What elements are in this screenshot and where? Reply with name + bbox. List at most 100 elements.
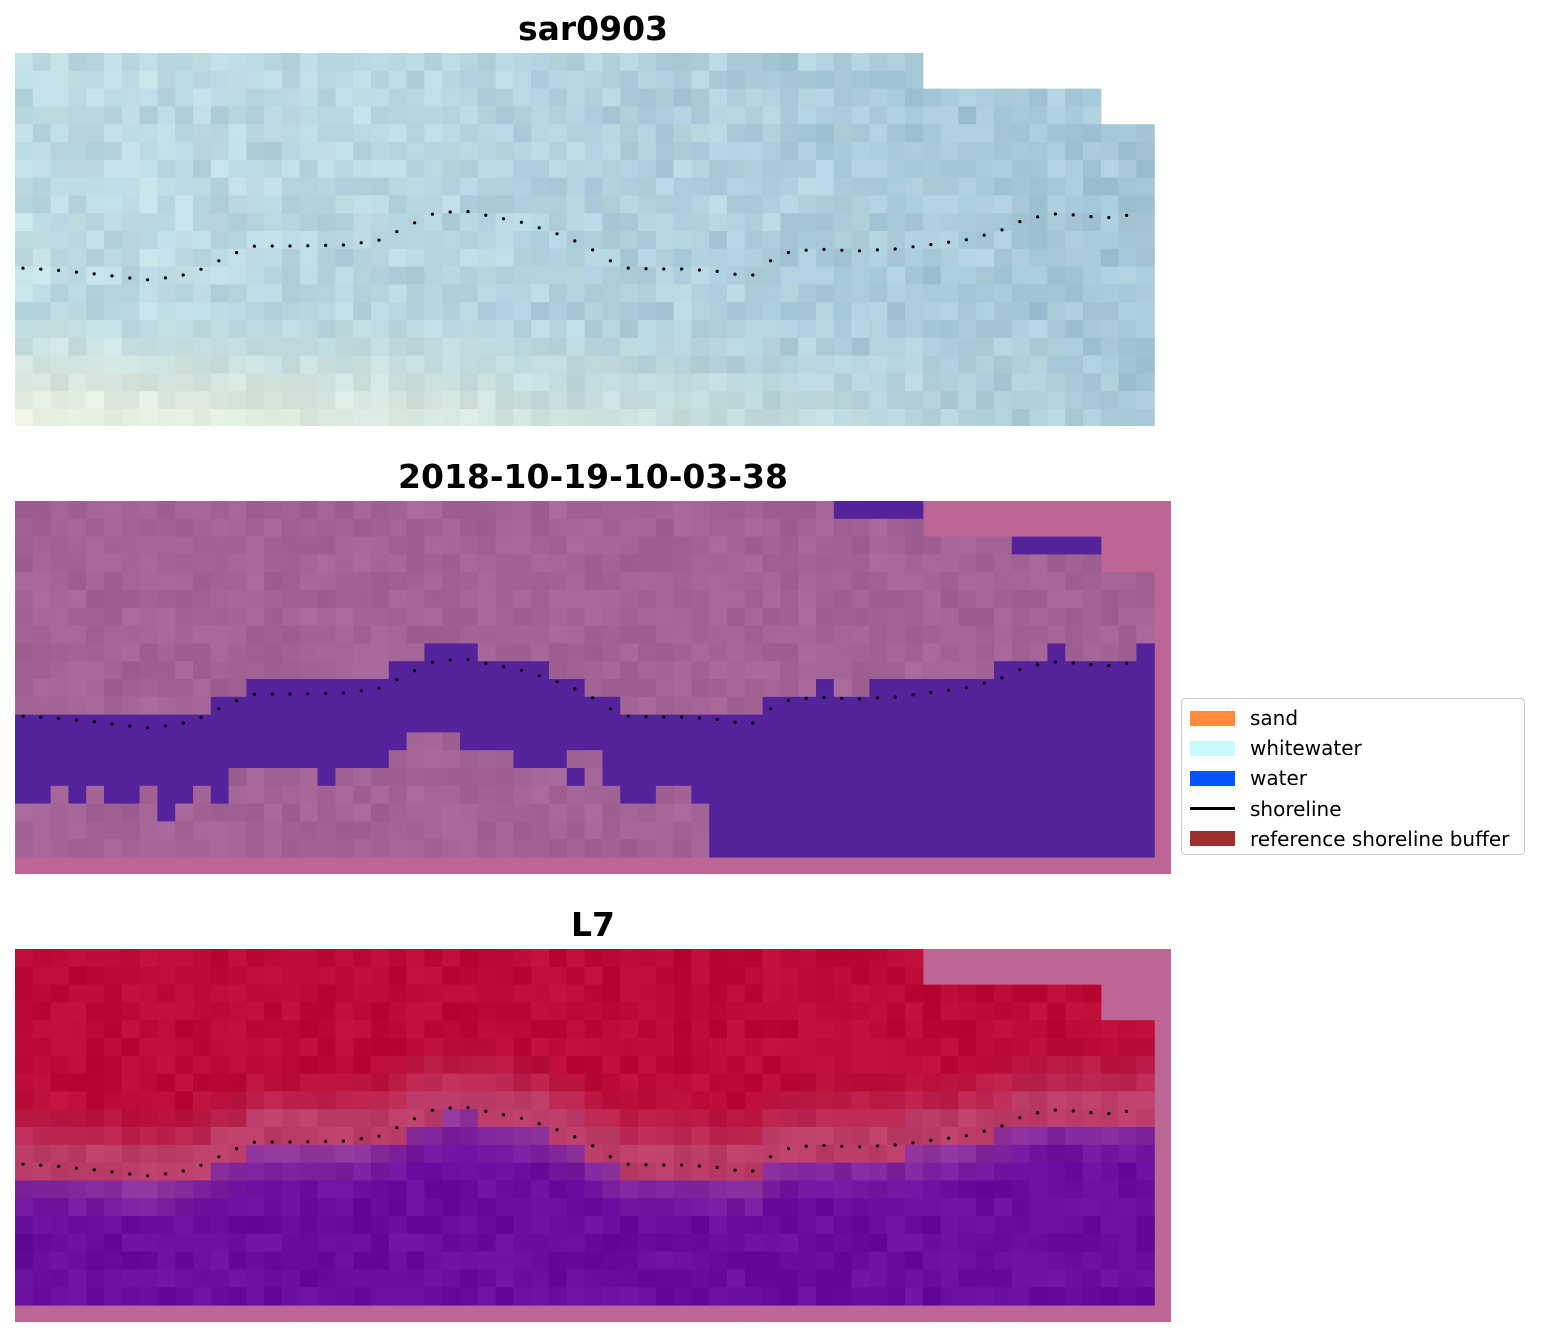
index-pixel <box>1136 1233 1155 1253</box>
water-pixel <box>691 714 710 733</box>
index-pixel <box>246 1251 265 1270</box>
shoreline-point <box>626 714 630 718</box>
image-pixel <box>816 409 835 426</box>
image-pixel <box>495 373 514 392</box>
image-pixel <box>744 177 764 196</box>
index-pixel <box>442 1233 461 1253</box>
image-pixel <box>15 177 34 196</box>
land-pixel <box>157 501 176 520</box>
index-pixel <box>32 1233 52 1253</box>
shoreline-point <box>430 1108 434 1112</box>
image-pixel <box>1083 106 1102 125</box>
image-pixel <box>780 355 799 374</box>
legend-swatch-reference-buffer <box>1190 831 1235 847</box>
image-pixel <box>816 355 835 374</box>
water-pixel <box>691 732 710 751</box>
land-pixel <box>353 518 372 538</box>
image-pixel <box>1065 248 1084 268</box>
image-pixel <box>958 248 977 268</box>
index-pixel <box>1100 1038 1120 1057</box>
water-pixel <box>851 750 870 769</box>
index-pixel <box>851 1020 870 1039</box>
water-pixel <box>1047 732 1066 751</box>
water-pixel <box>922 785 942 805</box>
image-pixel <box>531 355 550 374</box>
image-pixel <box>994 177 1013 196</box>
image-pixel <box>68 106 87 125</box>
index-pixel <box>513 1180 532 1199</box>
index-pixel <box>549 1198 568 1217</box>
water-pixel <box>869 768 888 787</box>
land-pixel <box>869 661 888 680</box>
index-pixel <box>1136 1127 1155 1146</box>
index-pixel <box>104 1002 123 1021</box>
index-pixel <box>1065 1216 1084 1235</box>
land-pixel <box>655 590 675 609</box>
index-pixel <box>798 1233 817 1253</box>
image-pixel <box>673 266 692 285</box>
image-pixel <box>620 284 639 303</box>
land-pixel <box>905 590 924 609</box>
image-pixel <box>1100 159 1120 179</box>
land-pixel <box>282 518 301 538</box>
image-pixel <box>406 53 425 72</box>
image-pixel <box>15 231 34 250</box>
image-pixel <box>317 266 336 285</box>
index-pixel <box>1011 1233 1031 1253</box>
index-pixel <box>887 1233 906 1253</box>
land-pixel <box>299 554 319 573</box>
index-pixel <box>1065 1127 1084 1146</box>
index-pixel <box>531 1091 550 1110</box>
image-pixel <box>86 88 105 107</box>
index-pixel <box>495 949 514 968</box>
water-pixel <box>477 661 497 680</box>
shoreline-point <box>341 243 345 247</box>
index-pixel <box>762 1020 781 1039</box>
shoreline-point <box>715 269 719 273</box>
image-pixel <box>424 355 443 374</box>
index-pixel <box>780 1287 799 1306</box>
image-pixel <box>655 373 675 392</box>
index-pixel <box>655 1127 675 1146</box>
land-pixel <box>175 625 194 644</box>
image-pixel <box>317 320 336 339</box>
index-pixel <box>460 1180 479 1199</box>
index-pixel <box>442 1269 461 1288</box>
land-pixel <box>299 536 319 555</box>
index-pixel <box>1011 1073 1031 1092</box>
index-pixel <box>104 1109 123 1128</box>
land-pixel <box>1047 554 1066 573</box>
image-pixel <box>638 355 657 374</box>
image-pixel <box>495 106 514 125</box>
image-pixel <box>477 70 497 90</box>
index-pixel <box>833 1127 853 1146</box>
image-pixel <box>549 355 568 374</box>
image-pixel <box>15 355 34 374</box>
land-pixel <box>673 554 692 573</box>
image-pixel <box>869 284 888 303</box>
image-pixel <box>638 248 657 268</box>
land-pixel <box>388 803 408 822</box>
land-pixel <box>228 536 247 555</box>
index-pixel <box>353 1073 372 1092</box>
index-pixel <box>994 1109 1013 1128</box>
image-pixel <box>121 88 141 107</box>
shoreline-point <box>644 1163 648 1167</box>
index-pixel <box>495 1216 514 1235</box>
index-pixel <box>976 1091 995 1110</box>
image-pixel <box>495 88 514 107</box>
shoreline-point <box>1000 228 1004 232</box>
land-pixel <box>210 661 230 680</box>
land-pixel <box>638 839 657 858</box>
index-pixel <box>299 1002 319 1021</box>
water-pixel <box>798 839 817 858</box>
image-pixel <box>655 213 675 232</box>
image-pixel <box>922 142 942 161</box>
land-pixel <box>388 572 408 591</box>
water-pixel <box>32 785 52 805</box>
image-pixel <box>1065 142 1084 161</box>
land-pixel <box>887 572 906 591</box>
image-pixel <box>727 106 746 125</box>
index-pixel <box>299 1055 319 1075</box>
shoreline-point <box>74 270 78 274</box>
